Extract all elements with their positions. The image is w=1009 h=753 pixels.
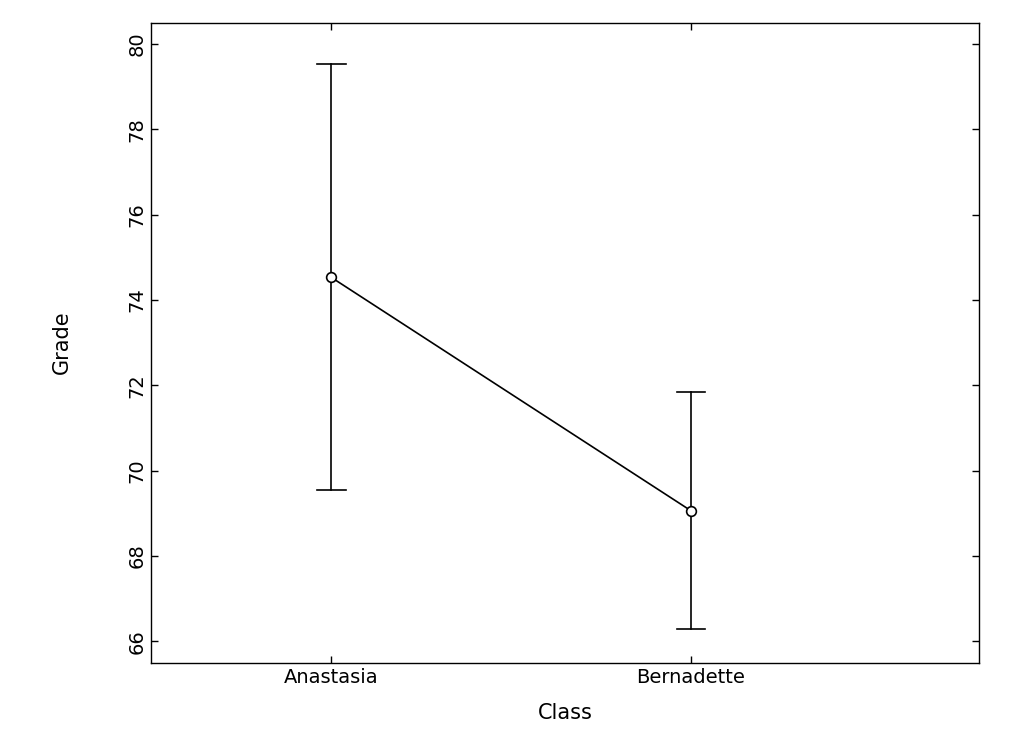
Y-axis label: Grade: Grade (51, 311, 72, 374)
Point (683, 505, 699, 517)
Point (323, 271, 339, 283)
X-axis label: Class: Class (538, 703, 592, 723)
